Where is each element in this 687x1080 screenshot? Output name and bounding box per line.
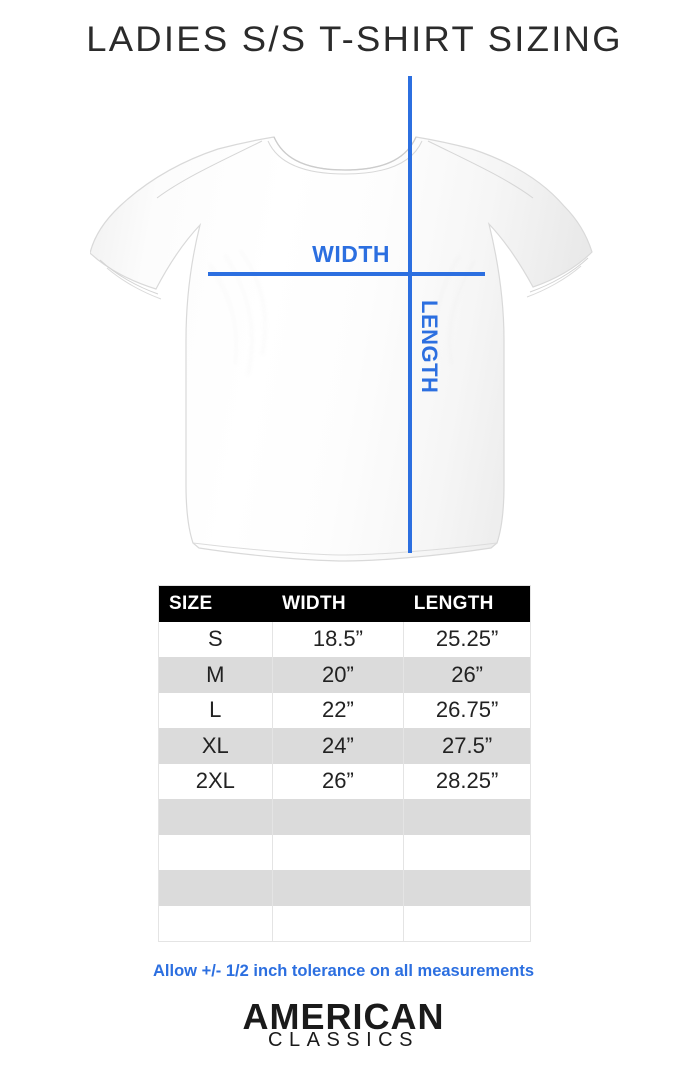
svg-text:WIDTH: WIDTH bbox=[312, 241, 390, 267]
svg-text:LENGTH: LENGTH bbox=[417, 300, 442, 393]
